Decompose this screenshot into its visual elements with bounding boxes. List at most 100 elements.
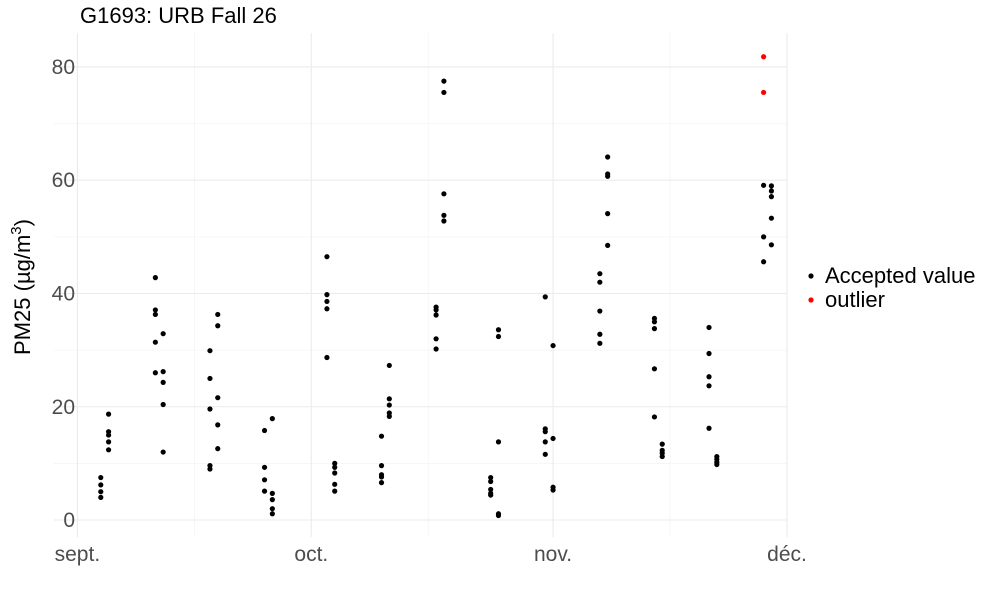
data-point [386, 413, 392, 419]
data-point [98, 474, 104, 481]
data-point [152, 370, 158, 376]
data-point [98, 489, 104, 495]
data-point [378, 474, 385, 480]
data-point [441, 191, 447, 197]
data-point [761, 54, 767, 60]
data-point [706, 383, 712, 389]
data-point [269, 497, 275, 503]
data-point [98, 494, 104, 500]
data-point [441, 78, 447, 84]
y-tick-label: 60 [52, 169, 75, 192]
data-point [488, 478, 494, 485]
data-point [332, 464, 338, 470]
data-point [105, 432, 112, 438]
y-tick-label: 0 [63, 509, 75, 532]
data-point [160, 449, 166, 455]
data-point [324, 254, 330, 260]
data-point [441, 218, 447, 224]
data-point [207, 348, 213, 354]
data-point [98, 482, 104, 488]
data-point [659, 453, 665, 460]
data-point [215, 395, 221, 401]
data-point [261, 427, 268, 434]
data-point [207, 466, 213, 472]
x-tick-label: sept. [55, 543, 101, 566]
series-accepted-value [98, 78, 775, 519]
data-point [768, 215, 775, 221]
legend-label: Accepted value [825, 263, 975, 288]
data-point [433, 312, 439, 318]
y-axis-label: PM25 (µg/m3) [8, 219, 35, 355]
data-point [215, 446, 221, 452]
data-point [378, 480, 385, 486]
data-point [597, 279, 603, 285]
data-point [324, 354, 330, 361]
data-point [706, 350, 712, 357]
data-point [152, 275, 158, 281]
data-point [433, 307, 439, 313]
y-axis-label-unit-close: ) [10, 219, 35, 226]
data-point [386, 362, 392, 369]
data-point [706, 374, 712, 380]
data-point [378, 463, 385, 469]
data-point [550, 342, 556, 349]
y-tick-label: 40 [52, 282, 75, 305]
data-point [152, 311, 158, 318]
data-point [215, 422, 221, 428]
data-point [706, 425, 712, 431]
data-point [324, 306, 330, 312]
data-point [207, 375, 213, 382]
data-point [386, 402, 392, 408]
data-point [597, 340, 603, 346]
legend-key [808, 297, 814, 303]
data-point [386, 396, 392, 402]
x-tick-label: oct. [294, 543, 328, 566]
data-point [761, 234, 767, 240]
data-point [269, 490, 275, 496]
data-point [105, 439, 112, 445]
chart-title: G1693: URB Fall 26 [80, 3, 277, 28]
data-point [659, 441, 665, 447]
data-point [105, 411, 112, 417]
data-point [441, 89, 447, 96]
data-point [488, 474, 494, 481]
data-point [495, 439, 502, 445]
data-point [714, 461, 720, 468]
data-point [324, 292, 330, 298]
y-axis-label-quantity: PM25 [10, 298, 35, 355]
data-point [761, 182, 767, 188]
data-point [152, 307, 158, 313]
data-point [152, 339, 158, 345]
data-point [261, 464, 268, 470]
data-point [597, 271, 603, 277]
x-tick-label: nov. [534, 543, 572, 566]
data-point [597, 308, 603, 314]
data-point [605, 242, 611, 248]
legend-label: outlier [825, 287, 885, 312]
data-point [605, 211, 611, 217]
data-point [651, 319, 658, 325]
data-point [542, 439, 548, 445]
data-point [651, 366, 658, 372]
data-point [324, 298, 330, 305]
data-point [332, 470, 338, 476]
data-point [269, 416, 275, 422]
y-tick-label: 80 [52, 56, 75, 79]
y-axis-ticks: 0 20 40 60 80 [52, 56, 75, 532]
data-points [98, 54, 775, 519]
data-point [597, 331, 603, 337]
data-point [332, 488, 338, 494]
legend-key [808, 273, 814, 279]
data-point [433, 336, 439, 342]
data-point [542, 429, 548, 435]
data-point [768, 194, 775, 200]
data-point [441, 212, 447, 218]
data-point [269, 511, 275, 517]
data-point [160, 401, 166, 408]
y-axis-label-unit: (µg/m [10, 235, 35, 292]
data-point [160, 369, 166, 375]
data-point [332, 481, 338, 487]
series-outlier [761, 54, 767, 96]
